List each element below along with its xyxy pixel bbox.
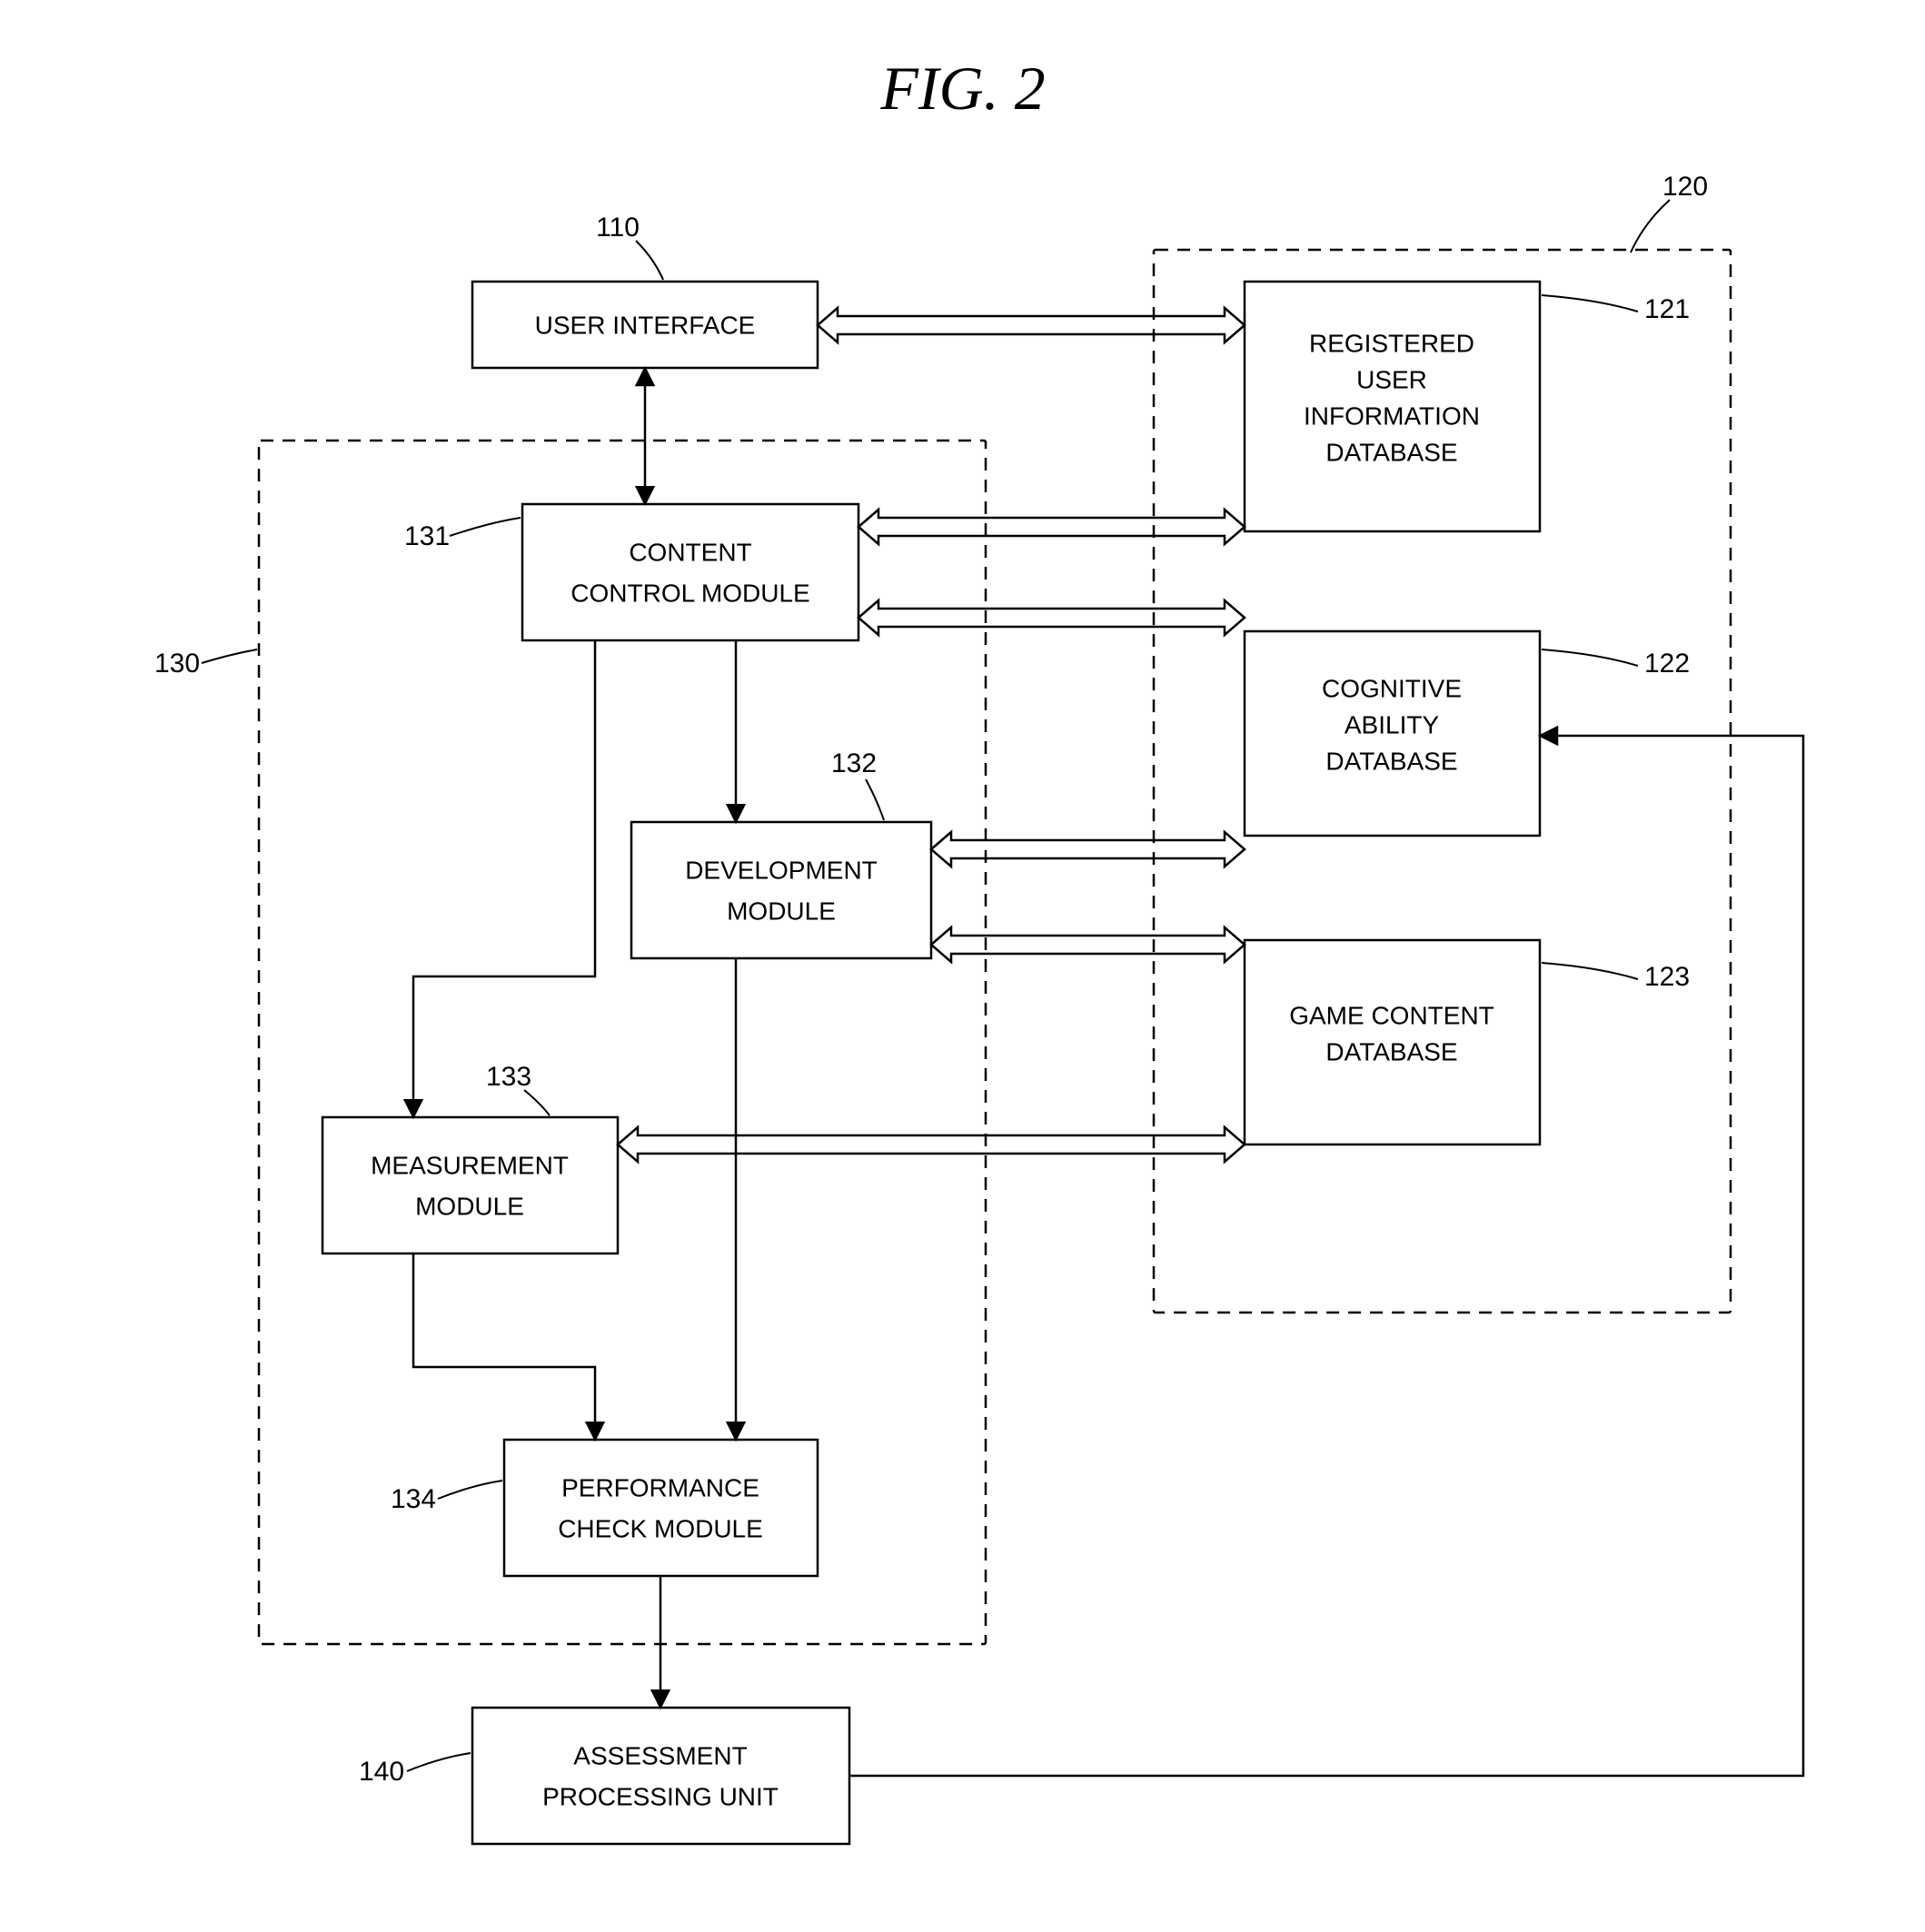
ref-131: 131 [404, 521, 450, 551]
arrow-meas-perf [413, 1253, 595, 1440]
label-game-l1: GAME CONTENT [1289, 1001, 1494, 1029]
figure-title: FIG. 2 [879, 54, 1045, 123]
label-development-l2: MODULE [727, 897, 836, 925]
label-content-control-l1: CONTENT [629, 538, 751, 566]
label-cognitive-l3: DATABASE [1325, 747, 1457, 775]
label-reguser-l2: USER [1356, 365, 1427, 393]
label-cognitive-l2: ABILITY [1345, 710, 1440, 738]
leader-131 [450, 518, 521, 536]
label-reguser-l1: REGISTERED [1309, 329, 1474, 357]
box-measurement [322, 1117, 618, 1253]
ref-121: 121 [1644, 294, 1690, 324]
ref-120: 120 [1662, 172, 1708, 202]
box-development [631, 822, 931, 958]
label-development-l1: DEVELOPMENT [685, 856, 878, 884]
leader-133 [524, 1090, 550, 1115]
ref-132: 132 [831, 748, 877, 778]
darrow-ui-regdb [818, 308, 1245, 342]
ref-134: 134 [391, 1484, 436, 1514]
label-reguser-l3: INFORMATION [1304, 401, 1480, 430]
label-measurement-l1: MEASUREMENT [371, 1151, 569, 1179]
ref-122: 122 [1644, 649, 1690, 679]
label-assessment-l1: ASSESSMENT [573, 1741, 747, 1769]
label-content-control-l2: CONTROL MODULE [571, 579, 809, 607]
label-reguser-l4: DATABASE [1325, 438, 1457, 466]
ref-130: 130 [154, 649, 200, 679]
leader-123 [1542, 963, 1638, 979]
leader-120 [1631, 200, 1670, 253]
leader-130 [202, 649, 257, 663]
arrow-assess-cogdb [849, 736, 1803, 1776]
ref-110: 110 [596, 213, 640, 243]
box-content-control [522, 504, 858, 640]
label-game-l2: DATABASE [1325, 1037, 1457, 1065]
ref-140: 140 [359, 1757, 404, 1787]
darrow-dev-gamedb [931, 927, 1245, 962]
ref-133: 133 [486, 1062, 531, 1092]
ref-123: 123 [1644, 962, 1690, 992]
label-performance-l2: CHECK MODULE [558, 1514, 763, 1542]
leader-110 [636, 241, 663, 280]
box-performance [504, 1440, 818, 1576]
darrow-ccm-cogdb [858, 600, 1245, 635]
darrow-meas-gamedb [618, 1127, 1245, 1162]
label-user-interface: USER INTERFACE [535, 311, 756, 339]
leader-121 [1542, 295, 1638, 312]
leader-140 [407, 1753, 471, 1771]
label-assessment-l2: PROCESSING UNIT [542, 1782, 779, 1810]
darrow-dev-cogdb [931, 832, 1245, 867]
label-cognitive-l1: COGNITIVE [1322, 674, 1462, 702]
darrow-ccm-regdb [858, 510, 1245, 544]
leader-134 [438, 1481, 502, 1499]
label-performance-l1: PERFORMANCE [561, 1473, 759, 1501]
box-assessment [472, 1708, 849, 1844]
leader-132 [866, 779, 884, 820]
arrow-ccm-meas [413, 640, 595, 1117]
leader-122 [1542, 649, 1638, 666]
label-measurement-l2: MODULE [415, 1192, 524, 1220]
